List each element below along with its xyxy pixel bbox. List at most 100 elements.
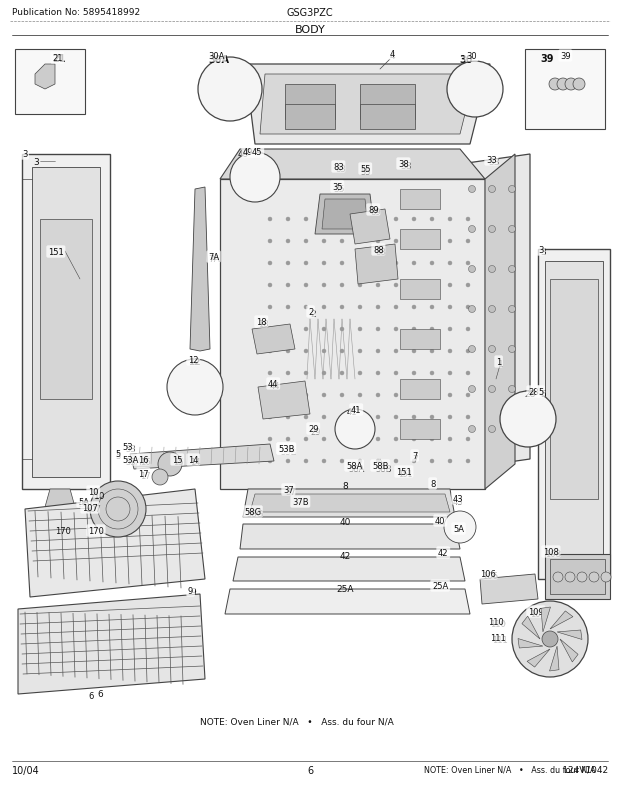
Text: 151: 151 <box>48 248 64 257</box>
Text: 28: 28 <box>525 390 536 399</box>
Text: 49: 49 <box>243 148 254 157</box>
Circle shape <box>489 226 495 233</box>
Circle shape <box>508 266 515 273</box>
Text: 10/04: 10/04 <box>12 765 40 775</box>
Text: 44: 44 <box>270 382 280 391</box>
Circle shape <box>412 437 416 441</box>
Text: 35: 35 <box>333 184 345 194</box>
Circle shape <box>412 460 416 464</box>
Circle shape <box>430 350 434 354</box>
Polygon shape <box>527 649 550 667</box>
Circle shape <box>430 394 434 398</box>
Circle shape <box>489 346 495 353</box>
Circle shape <box>376 240 380 244</box>
Text: 106: 106 <box>480 569 496 578</box>
Text: 40: 40 <box>435 516 446 525</box>
Polygon shape <box>513 407 540 432</box>
Polygon shape <box>240 525 460 549</box>
Text: 30A: 30A <box>208 55 229 65</box>
Circle shape <box>489 386 495 393</box>
Text: 5A: 5A <box>453 525 464 533</box>
Circle shape <box>394 217 398 221</box>
Circle shape <box>304 327 308 331</box>
Circle shape <box>286 306 290 310</box>
Circle shape <box>394 350 398 354</box>
Text: 5: 5 <box>115 449 120 459</box>
Polygon shape <box>549 646 559 671</box>
Polygon shape <box>355 245 398 285</box>
Circle shape <box>412 350 416 354</box>
Polygon shape <box>485 155 515 489</box>
Circle shape <box>322 371 326 375</box>
Circle shape <box>601 573 611 582</box>
Polygon shape <box>42 508 74 525</box>
Text: 33: 33 <box>486 156 497 164</box>
Circle shape <box>512 602 588 677</box>
Polygon shape <box>252 325 295 354</box>
Circle shape <box>469 226 476 233</box>
Text: 14: 14 <box>190 457 200 467</box>
Circle shape <box>90 481 146 537</box>
Circle shape <box>286 460 290 464</box>
Circle shape <box>448 261 452 265</box>
Text: 6: 6 <box>88 691 94 700</box>
Polygon shape <box>541 607 551 632</box>
Text: 88: 88 <box>373 245 384 255</box>
Circle shape <box>376 350 380 354</box>
Circle shape <box>444 512 476 543</box>
Polygon shape <box>400 419 440 439</box>
Text: 58G: 58G <box>246 509 263 518</box>
Circle shape <box>466 394 470 398</box>
Circle shape <box>286 240 290 244</box>
Circle shape <box>376 371 380 375</box>
Circle shape <box>448 415 452 419</box>
Circle shape <box>412 261 416 265</box>
Text: 1: 1 <box>498 359 503 369</box>
Circle shape <box>430 460 434 464</box>
Circle shape <box>304 460 308 464</box>
Polygon shape <box>260 75 475 135</box>
Polygon shape <box>243 489 455 517</box>
Circle shape <box>448 306 452 310</box>
Circle shape <box>394 460 398 464</box>
Circle shape <box>358 437 362 441</box>
Circle shape <box>167 359 223 415</box>
Circle shape <box>358 350 362 354</box>
Text: 170: 170 <box>55 526 71 535</box>
Circle shape <box>557 79 569 91</box>
Circle shape <box>340 327 344 331</box>
Text: 88: 88 <box>375 248 386 257</box>
Text: 14: 14 <box>188 456 198 464</box>
Text: 40: 40 <box>339 517 351 526</box>
Circle shape <box>394 437 398 441</box>
Text: 58G: 58G <box>244 508 261 516</box>
Circle shape <box>304 415 308 419</box>
Circle shape <box>358 371 362 375</box>
Text: 15: 15 <box>172 456 182 464</box>
Circle shape <box>322 437 326 441</box>
Circle shape <box>322 415 326 419</box>
Circle shape <box>394 415 398 419</box>
Circle shape <box>466 415 470 419</box>
Text: 10: 10 <box>94 492 106 500</box>
Circle shape <box>230 153 280 203</box>
Text: 29: 29 <box>310 427 321 436</box>
Text: 5: 5 <box>540 390 546 399</box>
Circle shape <box>430 217 434 221</box>
Text: 10: 10 <box>88 488 99 496</box>
Circle shape <box>466 284 470 288</box>
Circle shape <box>358 284 362 288</box>
Text: 151: 151 <box>396 468 412 476</box>
Circle shape <box>304 394 308 398</box>
Circle shape <box>469 266 476 273</box>
Circle shape <box>394 306 398 310</box>
Circle shape <box>286 217 290 221</box>
Circle shape <box>577 573 587 582</box>
Circle shape <box>549 79 561 91</box>
Polygon shape <box>35 65 55 90</box>
Circle shape <box>489 186 495 193</box>
Circle shape <box>448 371 452 375</box>
Circle shape <box>412 327 416 331</box>
Circle shape <box>430 371 434 375</box>
Circle shape <box>304 350 308 354</box>
